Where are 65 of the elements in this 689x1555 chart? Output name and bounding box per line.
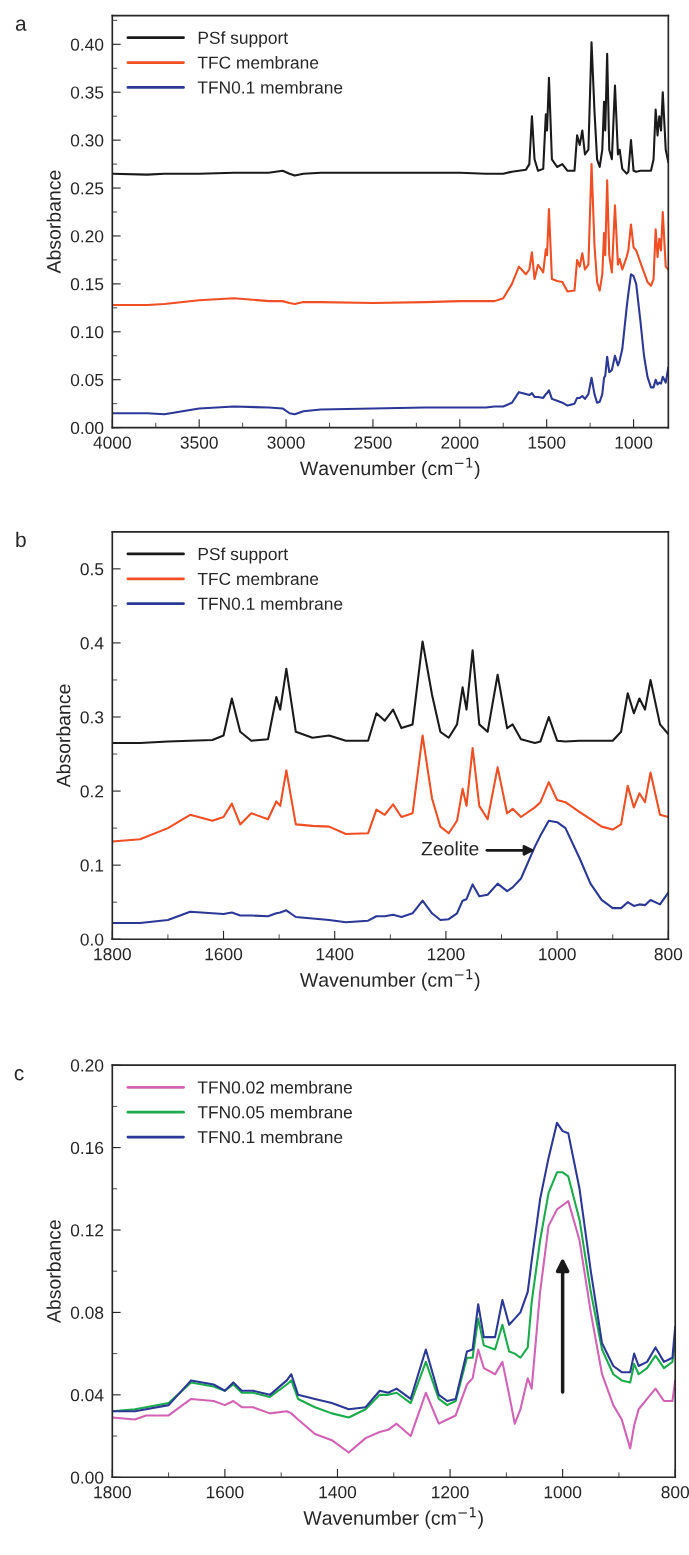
line-series	[112, 1121, 676, 1413]
y-tick-label: 0.0	[80, 933, 104, 946]
x-tick-label: 1800	[94, 948, 131, 961]
y-tick-label: 0.04	[70, 1389, 104, 1402]
line-series	[112, 819, 669, 924]
x-tick-label: 4000	[93, 436, 131, 449]
line-series	[112, 163, 669, 306]
x-tick-label: 1600	[205, 948, 243, 961]
legend-label: PSf support	[198, 547, 288, 564]
legend-label: TFN0.1 membrane	[197, 597, 343, 610]
x-tick-label: 800	[661, 1486, 689, 1499]
y-tick-label: 0.05	[70, 373, 104, 387]
legend-label: PSf support	[198, 31, 288, 48]
y-tick-label: 0.3	[80, 711, 104, 724]
annotation: Zeolite	[421, 841, 479, 856]
x-tick-label: 1400	[319, 1486, 357, 1499]
x-tick-label: 1000	[544, 1486, 582, 1499]
chart-title: b	[16, 531, 26, 548]
chart-title: c	[14, 1069, 24, 1081]
y-tick-label: 0.10	[70, 325, 104, 339]
x-tick-label: 3000	[267, 436, 305, 449]
x-tick-label: 1400	[316, 948, 354, 961]
y-tick-label: 0.2	[80, 785, 104, 798]
legend-label: TFN0.1 membrane	[197, 80, 343, 94]
x-tick-label: 3500	[180, 436, 218, 449]
y-tick-label: 0.4	[80, 637, 104, 650]
y-tick-label: 0.1	[80, 859, 104, 872]
y-tick-label: 0.20	[70, 1059, 104, 1072]
x-axis-title: Wavenumber (cm$^{−1}$)	[303, 1507, 483, 1529]
y-tick-label: 0.20	[70, 230, 104, 243]
x-tick-label: 800	[654, 948, 683, 961]
y-tick-label: 0.35	[70, 86, 104, 99]
x-tick-label: 1200	[427, 948, 465, 961]
line-series	[112, 273, 669, 416]
y-tick-label: 0.5	[80, 563, 104, 576]
x-axis-title: Wavenumber (cm$^{−1}$)	[299, 969, 480, 991]
x-tick-label: 2000	[441, 436, 479, 449]
legend-label: TFC membrane	[197, 56, 319, 69]
x-axis-title: Wavenumber (cm$^{−1}$)	[299, 457, 480, 480]
y-tick-label: 0.08	[70, 1306, 104, 1319]
line-series	[112, 1200, 676, 1454]
x-tick-label: 1500	[528, 436, 566, 449]
legend-label: TFN0.05 membrane	[197, 1105, 352, 1119]
legend-label: TFN0.02 membrane	[197, 1080, 352, 1094]
legend-label: TFN0.1 membrane	[197, 1130, 343, 1144]
y-tick-label: 0.00	[70, 1471, 104, 1484]
x-tick-label: 1200	[432, 1486, 469, 1499]
x-tick-label: 1000	[615, 436, 653, 449]
line-series	[112, 734, 669, 843]
y-tick-label: 0.40	[70, 38, 104, 51]
legend-label: TFC membrane	[197, 572, 319, 586]
y-axis-title: Absorbance	[46, 170, 61, 274]
y-tick-label: 0.00	[70, 421, 104, 435]
y-tick-label: 0.12	[70, 1224, 104, 1237]
x-tick-label: 1600	[206, 1486, 244, 1499]
y-tick-label: 0.15	[70, 278, 104, 291]
y-axis-title: Absorbance	[46, 1220, 61, 1324]
y-tick-label: 0.25	[70, 182, 104, 195]
x-tick-label: 1000	[539, 948, 576, 961]
chart-title: a	[15, 19, 27, 31]
y-tick-label: 0.30	[70, 134, 104, 147]
x-tick-label: 2500	[354, 436, 392, 449]
x-tick-label: 1800	[94, 1486, 131, 1499]
y-tick-label: 0.16	[70, 1141, 104, 1155]
y-axis-title: Absorbance	[56, 684, 71, 788]
